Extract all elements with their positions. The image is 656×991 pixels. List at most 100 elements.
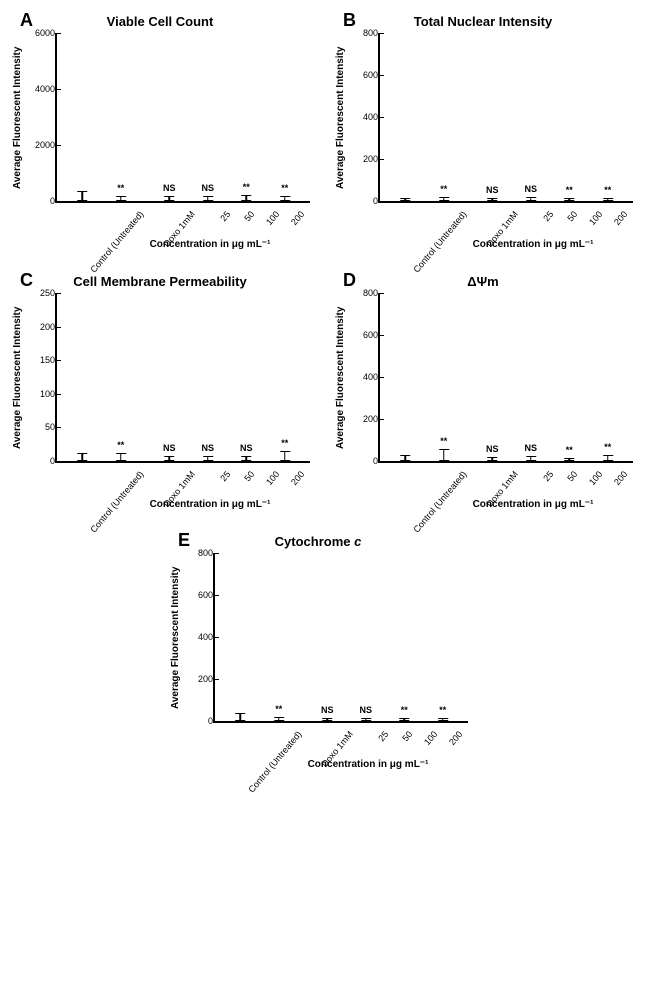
y-tick: 200 (198, 674, 213, 684)
y-tick: 100 (40, 389, 55, 399)
y-tick: 600 (198, 590, 213, 600)
y-ticks: 0200400600800 (348, 33, 378, 201)
error-bar (169, 196, 171, 201)
significance-label: ** (566, 185, 573, 195)
significance-label: ** (604, 442, 611, 452)
y-tick: 400 (363, 372, 378, 382)
significance-label: ** (440, 436, 447, 446)
panel-C: CCell Membrane PermeabilityAverage Fluor… (10, 270, 323, 510)
significance-label: NS (240, 443, 253, 453)
error-bar (365, 718, 367, 721)
y-tick: 0 (373, 456, 378, 466)
significance-label: ** (281, 183, 288, 193)
bars-container: **NSNS**** (57, 33, 310, 201)
chart-area: Average Fluorescent Intensity05010015020… (10, 293, 310, 463)
y-ticks: 0200400600800 (348, 293, 378, 461)
y-axis-label: Average Fluorescent Intensity (333, 293, 348, 463)
chart-area: Average Fluorescent Intensity02004006008… (333, 293, 633, 463)
error-bar (443, 449, 445, 461)
y-axis-label: Average Fluorescent Intensity (10, 33, 25, 203)
y-tick: 0 (373, 196, 378, 206)
bars-container: **NSNS**** (215, 553, 468, 721)
panel-A: AViable Cell Count Average Fluorescent In… (10, 10, 323, 250)
y-tick: 800 (198, 548, 213, 558)
y-tick: 4000 (35, 84, 55, 94)
error-bar (284, 451, 286, 461)
panel-B: BTotal Nuclear IntensityAverage Fluoresc… (333, 10, 646, 250)
x-labels: Control (Untreated)Doxo 1mM2550100200 (210, 723, 468, 775)
bars-container: **NSNSNS** (57, 293, 310, 461)
y-tick: 2000 (35, 140, 55, 150)
error-bar (240, 713, 242, 721)
y-tick: 200 (363, 154, 378, 164)
panel-label: D (343, 270, 356, 291)
plot-area: 050100150200250**NSNSNS** (55, 293, 310, 463)
figure-grid: AViable Cell Count Average Fluorescent In… (10, 10, 646, 770)
error-bar (405, 455, 407, 461)
error-bar (569, 198, 571, 201)
plot-area: 0200040006000**NSNS**** (55, 33, 310, 203)
chart-D: ΔΨmAverage Fluorescent Intensity02004006… (333, 274, 633, 510)
significance-label: ** (281, 438, 288, 448)
error-bar (120, 453, 122, 461)
significance-label: ** (566, 445, 573, 455)
y-tick: 0 (50, 196, 55, 206)
chart-E: Cytochrome cAverage Fluorescent Intensit… (168, 534, 468, 770)
significance-label: NS (524, 184, 537, 194)
chart-area: Average Fluorescent Intensity02004006008… (333, 33, 633, 203)
error-bar (607, 455, 609, 461)
error-bar (569, 458, 571, 461)
panel-E: ECytochrome cAverage Fluorescent Intensi… (168, 530, 488, 770)
y-tick: 800 (363, 288, 378, 298)
error-bar (530, 456, 532, 461)
plot-area: 0200400600800**NSNS**** (378, 293, 633, 463)
y-tick: 600 (363, 70, 378, 80)
bars-container: **NSNS**** (380, 33, 633, 201)
chart-title: Cytochrome c (168, 534, 468, 549)
x-labels: Control (Untreated)Doxo 1mM2550100200 (375, 203, 633, 255)
y-tick: 50 (45, 422, 55, 432)
error-bar (246, 456, 248, 461)
y-tick: 200 (40, 322, 55, 332)
error-bar (492, 198, 494, 201)
error-bar (327, 718, 329, 721)
error-bar (169, 456, 171, 461)
significance-label: ** (439, 705, 446, 715)
significance-label: ** (604, 185, 611, 195)
significance-label: ** (243, 182, 250, 192)
plot-area: 0200400600800**NSNS**** (378, 33, 633, 203)
error-bar (607, 198, 609, 201)
significance-label: NS (201, 443, 214, 453)
error-bar (530, 197, 532, 201)
y-axis-label: Average Fluorescent Intensity (10, 293, 25, 463)
error-bar (82, 191, 84, 201)
chart-area: Average Fluorescent Intensity02000400060… (10, 33, 310, 203)
x-tick-label: Control (Untreated) (246, 723, 341, 822)
y-tick: 400 (363, 112, 378, 122)
y-tick: 6000 (35, 28, 55, 38)
chart-title: ΔΨm (333, 274, 633, 289)
error-bar (207, 196, 209, 201)
significance-label: NS (163, 443, 176, 453)
significance-label: NS (486, 185, 499, 195)
chart-C: Cell Membrane PermeabilityAverage Fluore… (10, 274, 310, 510)
chart-A: Viable Cell Count Average Fluorescent Int… (10, 14, 310, 250)
y-tick: 800 (363, 28, 378, 38)
chart-title: Viable Cell Count (10, 14, 310, 29)
error-bar (442, 718, 444, 721)
x-labels: Control (Untreated)Doxo 1mM2550100200 (375, 463, 633, 515)
x-labels: Control (Untreated)Doxo 1mM2550100200 (52, 203, 310, 255)
panel-label: A (20, 10, 33, 31)
panel-E-wrap: ECytochrome cAverage Fluorescent Intensi… (10, 530, 646, 770)
significance-label: NS (163, 183, 176, 193)
y-ticks: 0200400600800 (183, 553, 213, 721)
error-bar (207, 456, 209, 461)
error-bar (492, 457, 494, 461)
error-bar (278, 717, 280, 721)
y-tick: 600 (363, 330, 378, 340)
x-labels: Control (Untreated)Doxo 1mM2550100200 (52, 463, 310, 515)
y-tick: 250 (40, 288, 55, 298)
panel-label: B (343, 10, 356, 31)
significance-label: NS (201, 183, 214, 193)
error-bar (404, 718, 406, 721)
